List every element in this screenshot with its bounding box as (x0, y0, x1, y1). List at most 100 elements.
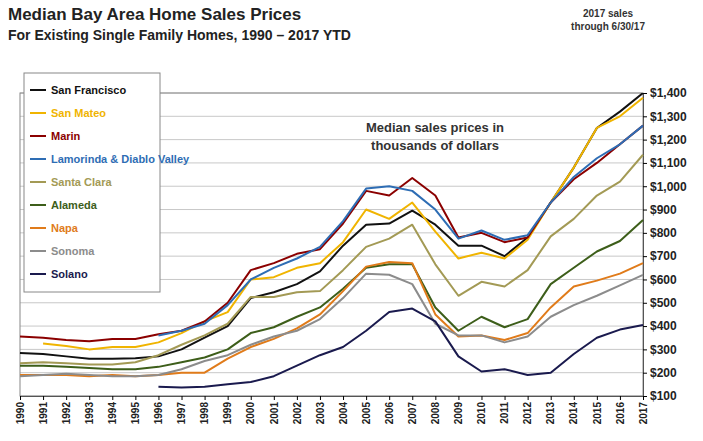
x-tick-label: 1996 (153, 402, 164, 425)
y-tick-label: $800 (650, 226, 677, 240)
legend-swatch (30, 89, 46, 91)
y-tick-label: $1,100 (650, 156, 687, 170)
y-tick-label: $500 (650, 296, 677, 310)
grid-line (20, 349, 643, 350)
x-tick-mark (158, 396, 159, 400)
legend-swatch (30, 273, 46, 275)
x-tick-mark (228, 396, 229, 400)
y-tick: $200 (643, 366, 677, 380)
x-tick-mark (297, 396, 298, 400)
x-tick-mark (458, 396, 459, 400)
x-tick-label: 2014 (568, 402, 579, 425)
y-tick: $1,000 (643, 180, 687, 194)
y-tick-mark (643, 349, 647, 350)
x-tick: 2003 (315, 396, 326, 424)
x-tick: 1996 (153, 396, 164, 424)
x-tick-mark (182, 396, 183, 400)
legend-label: Sonoma (51, 245, 95, 257)
x-tick-mark (528, 396, 529, 400)
y-tick: $1,200 (643, 133, 687, 147)
x-tick-mark (597, 396, 598, 400)
x-tick-mark (89, 396, 90, 400)
x-tick-label: 2016 (615, 402, 626, 425)
chart: Median Bay Area Home Sales PricesFor Exi… (0, 0, 703, 441)
y-tick-mark (643, 163, 647, 164)
y-tick-mark (643, 186, 647, 187)
y-tick: $800 (643, 226, 677, 240)
x-tick: 2017 (638, 396, 649, 424)
x-tick-label: 1998 (199, 402, 210, 425)
x-tick-mark (366, 396, 367, 400)
legend: San FranciscoSan MateoMarinLamorinda & D… (24, 73, 190, 292)
annotation: thousands of dollars (371, 138, 499, 153)
x-tick: 2013 (545, 396, 556, 424)
x-tick: 2011 (499, 396, 510, 424)
y-tick-label: $1,000 (650, 180, 687, 194)
x-tick: 2014 (568, 396, 579, 424)
y-tick: $1,300 (643, 110, 687, 124)
x-tick-label: 2008 (430, 402, 441, 425)
x-tick-mark (320, 396, 321, 400)
x-tick: 2002 (292, 396, 303, 424)
x-tick-label: 1990 (15, 402, 26, 425)
annotation: Median sales prices in (366, 120, 504, 135)
x-tick-mark (389, 396, 390, 400)
x-tick: 2007 (407, 396, 418, 424)
legend-swatch (30, 250, 46, 252)
y-tick-mark (643, 93, 647, 94)
x-tick-label: 1991 (38, 402, 49, 425)
y-tick-label: $900 (650, 203, 677, 217)
y-tick-mark (643, 326, 647, 327)
y-tick: $300 (643, 343, 677, 357)
y-tick-label: $1,300 (650, 110, 687, 124)
y-axis: $100$200$300$400$500$600$700$800$900$1,0… (643, 86, 687, 403)
y-tick-label: $400 (650, 319, 677, 333)
x-tick: 1992 (61, 396, 72, 424)
y-tick-mark (643, 373, 647, 374)
x-tick-label: 2003 (315, 402, 326, 425)
x-tick-label: 2015 (592, 402, 603, 425)
y-tick-mark (643, 210, 647, 211)
grid-line (20, 326, 643, 327)
x-tick-mark (481, 396, 482, 400)
x-tick: 1995 (130, 396, 141, 424)
y-tick: $600 (643, 273, 677, 287)
legend-label: Solano (51, 268, 88, 280)
legend-label: Santa Clara (51, 176, 112, 188)
x-axis-line (21, 397, 644, 401)
legend-box (24, 73, 160, 292)
note: 2017 sales (583, 8, 633, 19)
x-tick-mark (435, 396, 436, 400)
x-tick-label: 2010 (476, 402, 487, 425)
x-tick-mark (251, 396, 252, 400)
x-tick-mark (343, 396, 344, 400)
series-line (158, 309, 643, 388)
x-tick-label: 2007 (407, 402, 418, 425)
y-tick: $400 (643, 319, 677, 333)
x-tick-label: 2006 (384, 402, 395, 425)
y-tick-mark (643, 279, 647, 280)
y-tick-label: $1,200 (650, 133, 687, 147)
legend-swatch (30, 181, 46, 183)
y-tick-label: $300 (650, 343, 677, 357)
x-tick: 2005 (361, 396, 372, 424)
y-tick: $100 (643, 389, 677, 403)
legend-swatch (30, 135, 46, 137)
legend-label: Marin (51, 130, 81, 142)
x-tick-label: 2000 (245, 402, 256, 425)
x-tick-label: 1992 (61, 402, 72, 425)
x-axis: 1990199119921993199419951996199719981999… (15, 396, 649, 424)
legend-swatch (30, 112, 46, 114)
x-tick: 1998 (199, 396, 210, 424)
y-tick: $1,400 (643, 86, 687, 100)
y-tick-mark (643, 140, 647, 141)
x-tick-label: 1997 (176, 402, 187, 425)
y-tick: $500 (643, 296, 677, 310)
x-tick-label: 1995 (130, 402, 141, 425)
x-tick-label: 2017 (638, 402, 649, 425)
legend-label: San Francisco (51, 84, 126, 96)
y-axis-line (644, 94, 648, 397)
x-tick-label: 1999 (222, 402, 233, 425)
y-tick: $1,100 (643, 156, 687, 170)
legend-label: San Mateo (51, 107, 106, 119)
